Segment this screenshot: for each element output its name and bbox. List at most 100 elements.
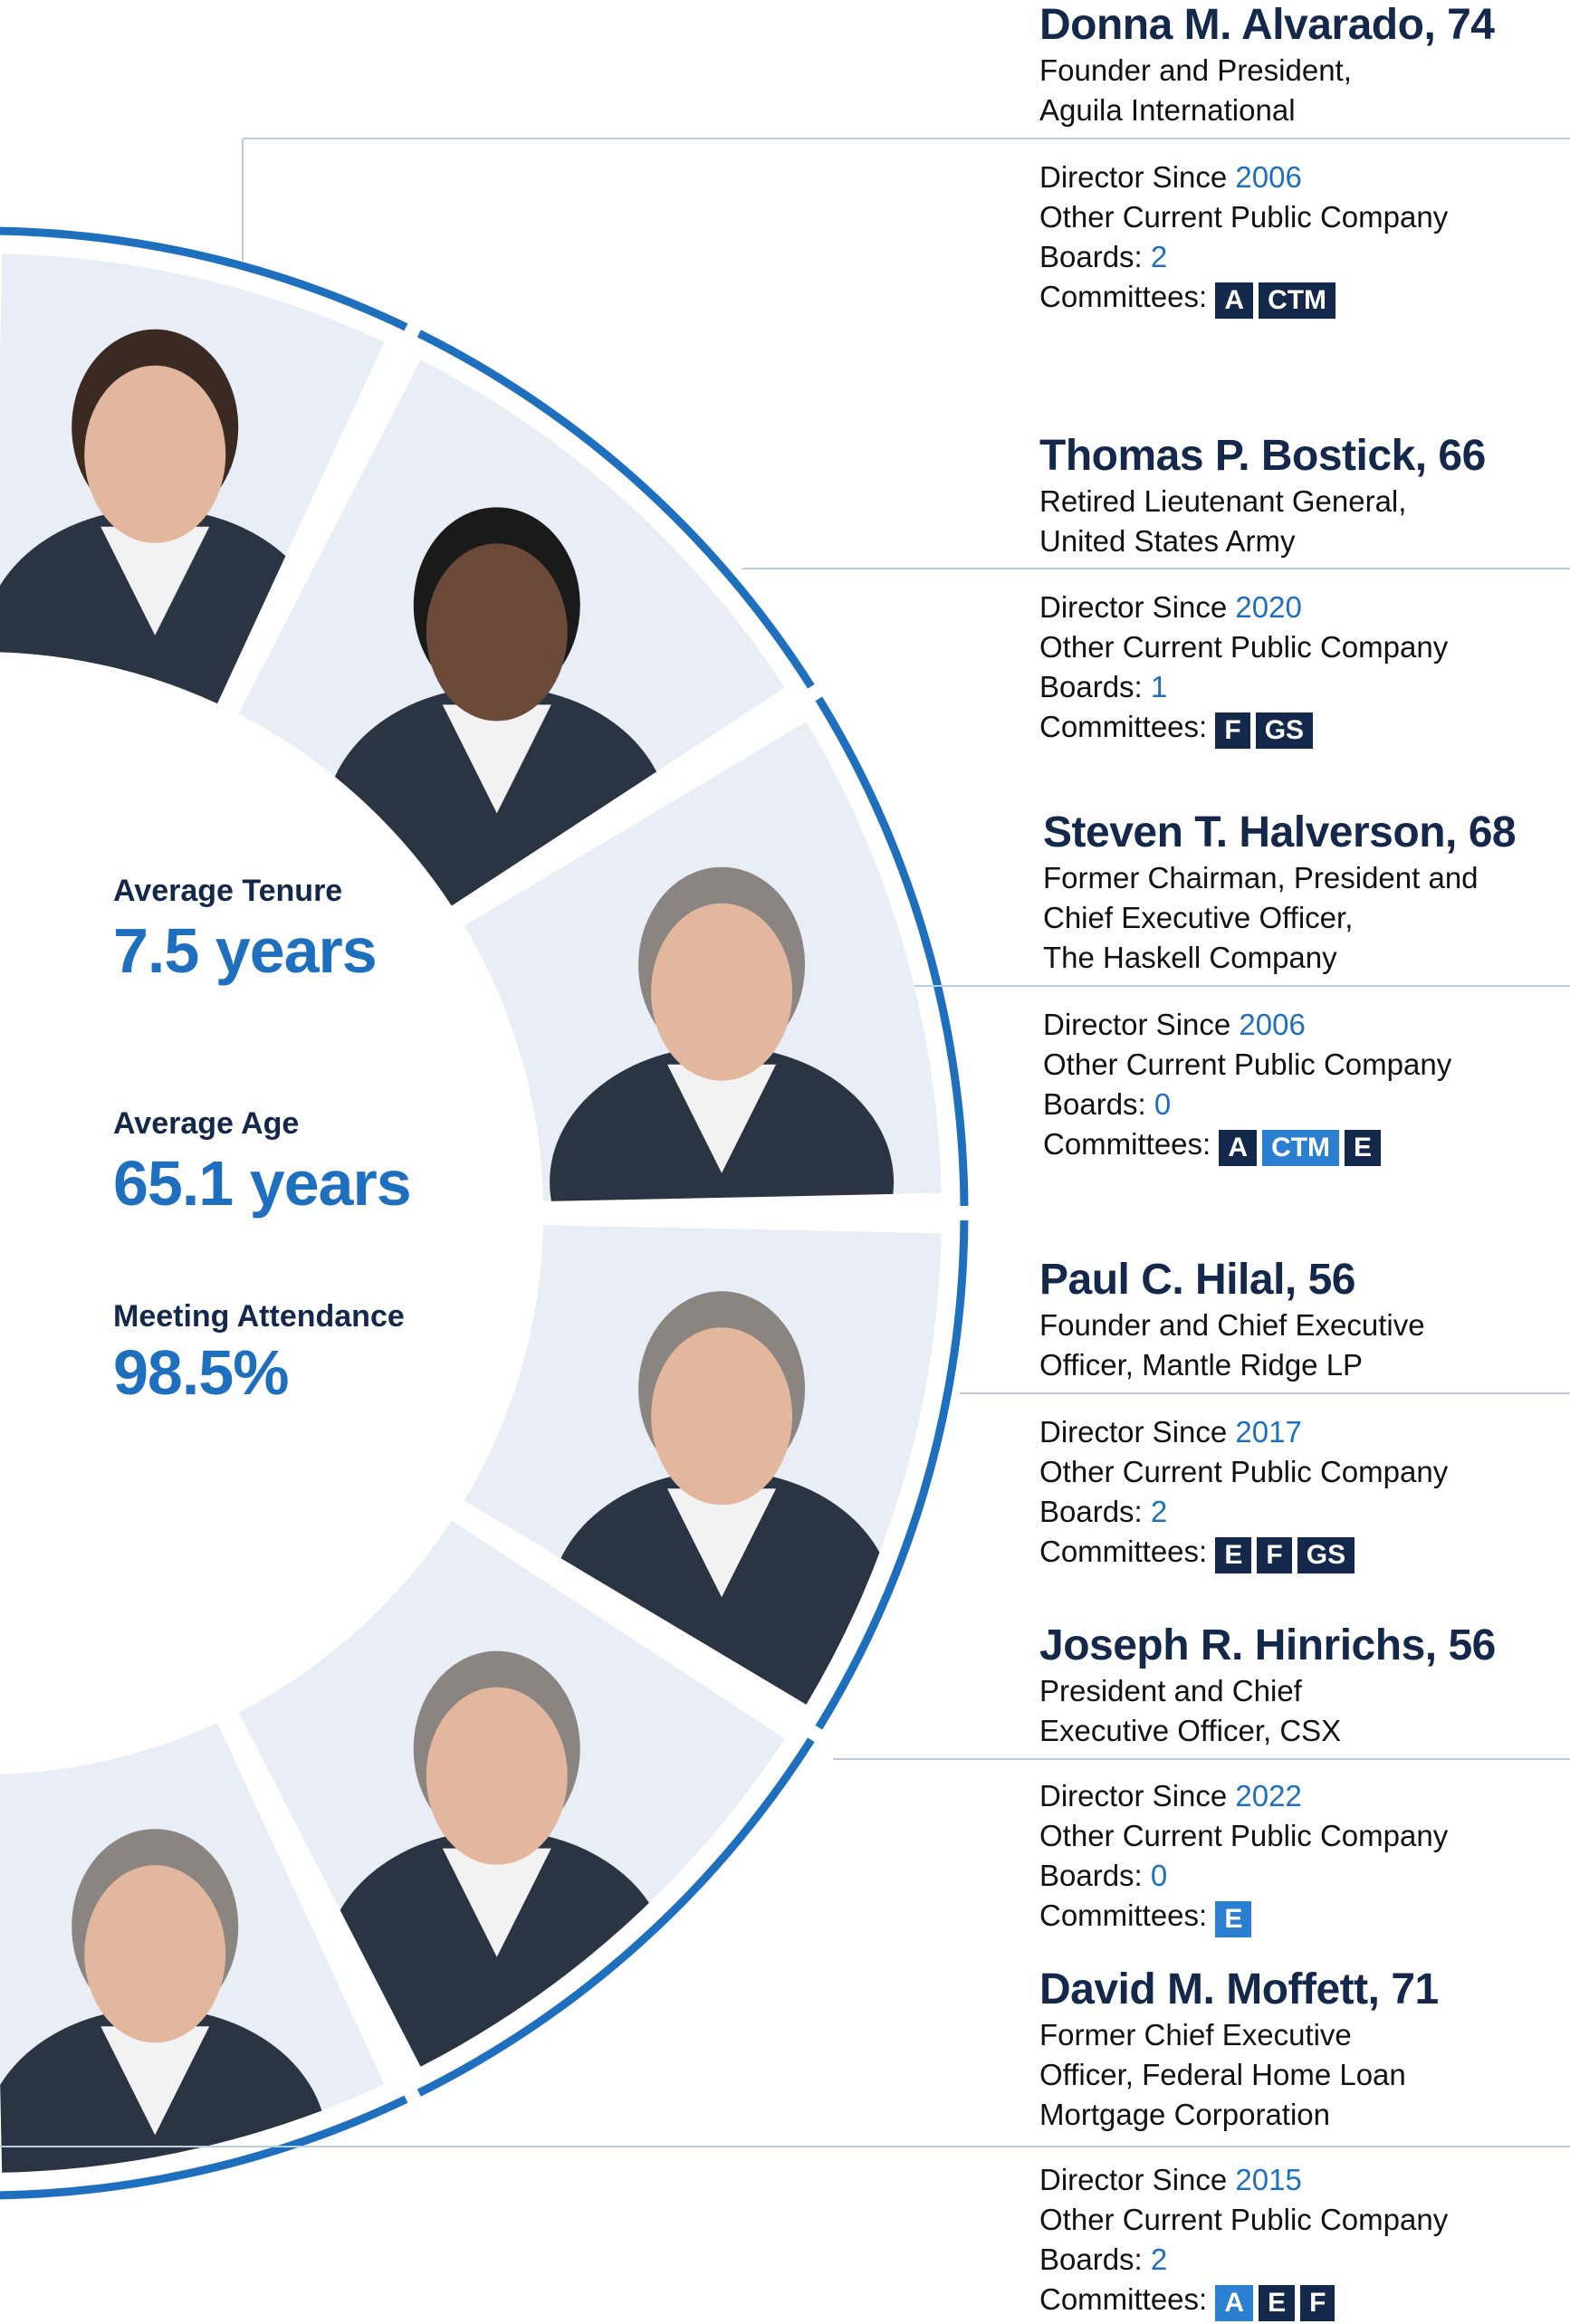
committee-badge: GS bbox=[1255, 713, 1314, 750]
director-card: Donna M. Alvarado, 74 Founder and Presid… bbox=[1039, 0, 1565, 130]
boards-label-2: Boards: bbox=[1039, 670, 1151, 703]
committees-line: Committees: F GS bbox=[1039, 707, 1565, 750]
portrait-body bbox=[0, 2008, 328, 2173]
director-name: Joseph R. Hinrichs, 56 bbox=[1039, 1621, 1496, 1669]
director-title-line: United States Army bbox=[1039, 524, 1296, 558]
director-card: Thomas P. Bostick, 66 Retired Lieutenant… bbox=[1039, 431, 1565, 561]
director-title-line: Executive Officer, CSX bbox=[1039, 1714, 1342, 1747]
stat-label: Average Age bbox=[113, 1106, 300, 1141]
committee-badge: E bbox=[1259, 2285, 1296, 2322]
director-title-line: Former Chairman, President and bbox=[1043, 861, 1479, 894]
boards-label-2: Boards: bbox=[1039, 2243, 1151, 2276]
director-card: David M. Moffett, 71 Former Chief Execut… bbox=[1039, 1965, 1565, 2135]
director-card: Steven T. Halverson, 68 Former Chairman,… bbox=[1043, 808, 1568, 978]
portrait-face bbox=[84, 365, 226, 543]
director-since: Director Since 2006 bbox=[1039, 158, 1565, 197]
committee-badge: E bbox=[1215, 1901, 1252, 1938]
committees-line: Committees: E F GS bbox=[1039, 1532, 1565, 1574]
committees-label: Committees: bbox=[1043, 1127, 1211, 1161]
committee-badge: F bbox=[1257, 1537, 1292, 1574]
director-name: Paul C. Hilal, 56 bbox=[1039, 1256, 1355, 1304]
stat-label: Meeting Attendance bbox=[113, 1299, 405, 1334]
committees-label: Committees: bbox=[1039, 1898, 1208, 1932]
boards-count: 2 bbox=[1150, 240, 1168, 273]
committees-label: Committees: bbox=[1039, 280, 1208, 313]
director-info: Director Since 2006 Other Current Public… bbox=[1043, 1005, 1568, 1167]
boards-count: 2 bbox=[1150, 1495, 1168, 1528]
boards-count-line: Boards: 0 bbox=[1039, 1856, 1565, 1896]
stat-label: Average Tenure bbox=[113, 874, 343, 908]
since-label: Director Since bbox=[1039, 1779, 1236, 1812]
stat-average-age: Average Age 65.1 years bbox=[113, 1106, 566, 1219]
since-year: 2020 bbox=[1235, 590, 1302, 624]
boards-label-2: Boards: bbox=[1039, 1859, 1151, 1892]
portrait-collar bbox=[442, 1848, 551, 1957]
director-title-line: Chief Executive Officer, bbox=[1043, 901, 1354, 934]
committees-line: Committees: A CTM E bbox=[1043, 1124, 1568, 1167]
director-info: Director Since 2020 Other Current Public… bbox=[1039, 588, 1565, 750]
divider bbox=[914, 985, 1570, 987]
portrait-collar bbox=[667, 1488, 777, 1598]
director-since: Director Since 2022 bbox=[1039, 1776, 1565, 1816]
boards-count-line: Boards: 2 bbox=[1039, 1492, 1565, 1532]
portrait-collar bbox=[667, 1064, 777, 1173]
director-title-line: Founder and Chief Executive bbox=[1039, 1308, 1425, 1342]
committee-badge: GS bbox=[1297, 1537, 1355, 1574]
committee-badge: CTM bbox=[1262, 1130, 1340, 1167]
boards-label: Other Current Public Company bbox=[1039, 1455, 1449, 1488]
portrait-segment bbox=[0, 253, 385, 704]
committee-badges: E bbox=[1215, 1898, 1257, 1938]
director-name: Donna M. Alvarado, 74 bbox=[1039, 1, 1495, 49]
director-since: Director Since 2020 bbox=[1039, 588, 1565, 627]
boards-label-2: Boards: bbox=[1039, 240, 1151, 273]
committees-line: Committees: E bbox=[1039, 1896, 1565, 1938]
director-name: Thomas P. Bostick, 66 bbox=[1039, 432, 1486, 480]
committee-badge: E bbox=[1215, 1537, 1252, 1574]
boards-count: 1 bbox=[1150, 670, 1168, 703]
director-card: Joseph R. Hinrichs, 56 President and Chi… bbox=[1039, 1621, 1565, 1751]
boards-label-2: Boards: bbox=[1043, 1087, 1154, 1121]
director-title-line: Officer, Mantle Ridge LP bbox=[1039, 1348, 1364, 1382]
director-title-line: President and Chief bbox=[1039, 1674, 1302, 1707]
committees-label: Committees: bbox=[1039, 2282, 1208, 2316]
ring-gap bbox=[219, 1710, 424, 2108]
director-title-line: Founder and President, bbox=[1039, 53, 1352, 87]
ring-gap bbox=[450, 1502, 827, 1745]
divider bbox=[833, 1758, 1570, 1760]
boards-label: Other Current Public Company bbox=[1039, 200, 1449, 234]
boards-label: Other Current Public Company bbox=[1039, 1819, 1449, 1852]
since-label: Director Since bbox=[1039, 2163, 1236, 2196]
stat-meeting-attendance: Meeting Attendance 98.5% bbox=[113, 1299, 566, 1409]
stat-value: 7.5 years bbox=[113, 915, 378, 986]
director-name: Steven T. Halverson, 68 bbox=[1043, 808, 1517, 856]
divider bbox=[742, 568, 1570, 569]
portrait-face bbox=[426, 543, 568, 722]
ring-gap bbox=[450, 681, 827, 924]
portrait-body bbox=[0, 508, 328, 704]
committees-line: Committees: A CTM bbox=[1039, 277, 1565, 320]
director-since: Director Since 2017 bbox=[1039, 1412, 1565, 1452]
portrait-body bbox=[550, 1046, 895, 1202]
since-year: 2015 bbox=[1235, 2163, 1302, 2196]
stat-average-tenure: Average Tenure 7.5 years bbox=[113, 874, 566, 987]
divider bbox=[0, 2146, 1570, 2147]
director-title-line: Former Chief Executive bbox=[1039, 2018, 1352, 2051]
portrait-segment bbox=[238, 1520, 785, 2067]
director-info: Director Since 2022 Other Current Public… bbox=[1039, 1776, 1565, 1938]
since-label: Director Since bbox=[1039, 590, 1236, 624]
portrait-face bbox=[84, 1865, 226, 2043]
portrait-segment bbox=[0, 1722, 385, 2173]
portrait-face bbox=[651, 1327, 793, 1506]
director-info: Director Since 2006 Other Current Public… bbox=[1039, 158, 1565, 320]
committee-badge: A bbox=[1215, 282, 1254, 320]
boards-label: Other Current Public Company bbox=[1039, 2203, 1449, 2236]
committee-badges: A CTM E bbox=[1219, 1126, 1386, 1167]
portrait-segment bbox=[238, 359, 785, 906]
committee-badges: A CTM bbox=[1215, 279, 1341, 320]
committees-label: Committees: bbox=[1039, 1535, 1208, 1568]
director-since: Director Since 2015 bbox=[1039, 2160, 1565, 2200]
divider bbox=[243, 138, 1570, 139]
